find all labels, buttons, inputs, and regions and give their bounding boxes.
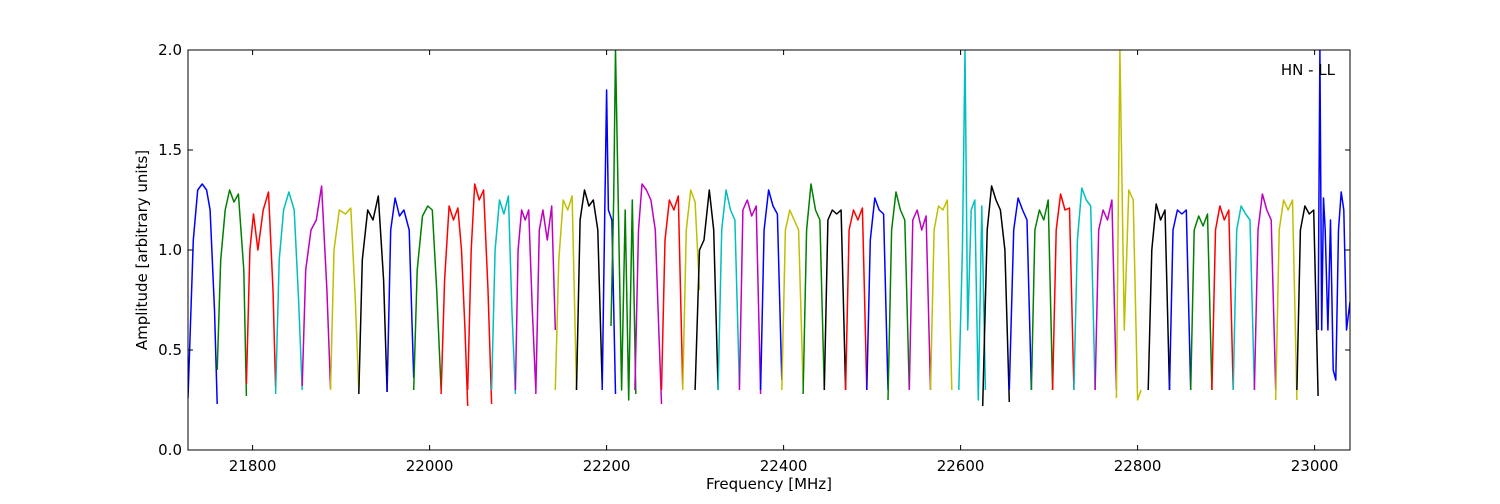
series-line-45 (1211, 205, 1234, 391)
series-line-39 (1073, 187, 1096, 391)
y-tick-label-1.5: 1.5 (158, 141, 182, 159)
series-line-19 (634, 183, 663, 405)
series-line-2 (216, 189, 248, 397)
series-line-4 (274, 191, 303, 395)
series-line-50 (1317, 50, 1350, 381)
series-line-24 (738, 199, 762, 395)
series-line-27 (802, 183, 826, 395)
x-tick-label-22800: 22800 (1114, 457, 1162, 475)
series-line-14 (535, 205, 557, 395)
series-line-44 (1189, 213, 1213, 391)
series-line-6 (329, 207, 360, 391)
series-line-29 (844, 207, 868, 391)
series-line-38 (1051, 193, 1075, 391)
x-tick-label-23000: 23000 (1291, 457, 1339, 475)
y-tick-label-1: 1.0 (158, 241, 182, 259)
series-line-48 (1274, 199, 1298, 401)
y-tick-label-2: 2.0 (158, 41, 182, 59)
series-line-37 (1030, 199, 1054, 391)
series-line-10 (440, 205, 469, 407)
x-tick-label-22000: 22000 (406, 457, 454, 475)
series-line-12 (490, 195, 517, 395)
series-line-13 (514, 209, 537, 391)
y-tick-label-0.5: 0.5 (158, 341, 182, 359)
series-line-47 (1253, 193, 1277, 391)
series-line-23 (717, 189, 741, 391)
x-axis: 21800 22000 22200 22400 22600 22800 23000 (229, 50, 1339, 475)
series-line-22 (694, 189, 719, 391)
series-line-49 (1296, 205, 1319, 397)
y-axis-label: Amplitude [arbitrary units] (133, 150, 151, 350)
series-line-46 (1232, 205, 1256, 391)
series-line-16 (575, 189, 603, 391)
series-line-8 (386, 197, 415, 393)
series-line-21 (681, 189, 701, 391)
series-line-7 (358, 195, 388, 395)
series-line-36 (1008, 197, 1033, 391)
series-line-34 (958, 50, 987, 401)
x-tick-label-22200: 22200 (583, 457, 631, 475)
series-line-3 (245, 191, 277, 389)
x-tick-label-21800: 21800 (229, 457, 277, 475)
x-tick-label-22600: 22600 (937, 457, 985, 475)
series-line-40 (1094, 199, 1118, 391)
series-line-30 (866, 197, 889, 391)
series-line-28 (823, 209, 847, 391)
x-axis-label: Frequency [MHz] (706, 475, 832, 493)
series-line-26 (781, 209, 804, 391)
series-line-1 (188, 183, 218, 405)
series-line-33 (929, 199, 953, 391)
x-tick-label-22400: 22400 (760, 457, 808, 475)
series-line-25 (759, 189, 783, 391)
y-tick-label-0: 0.0 (158, 441, 182, 459)
series-layer (188, 50, 1350, 407)
series-line-20 (660, 195, 684, 391)
series-line-41 (1115, 50, 1142, 401)
y-axis: 0.0 0.5 1.0 1.5 2.0 (158, 41, 1350, 459)
series-line-43 (1168, 209, 1192, 391)
series-line-35 (981, 185, 1011, 407)
series-line-32 (908, 209, 932, 391)
series-line-42 (1147, 203, 1171, 391)
series-line-5 (301, 185, 332, 389)
series-line-18 (610, 50, 637, 401)
series-line-31 (887, 191, 911, 401)
series-line-15 (554, 195, 578, 391)
series-line-11 (466, 183, 493, 405)
series-line-9 (412, 205, 442, 391)
annotation-label: HN - LL (1281, 61, 1336, 79)
